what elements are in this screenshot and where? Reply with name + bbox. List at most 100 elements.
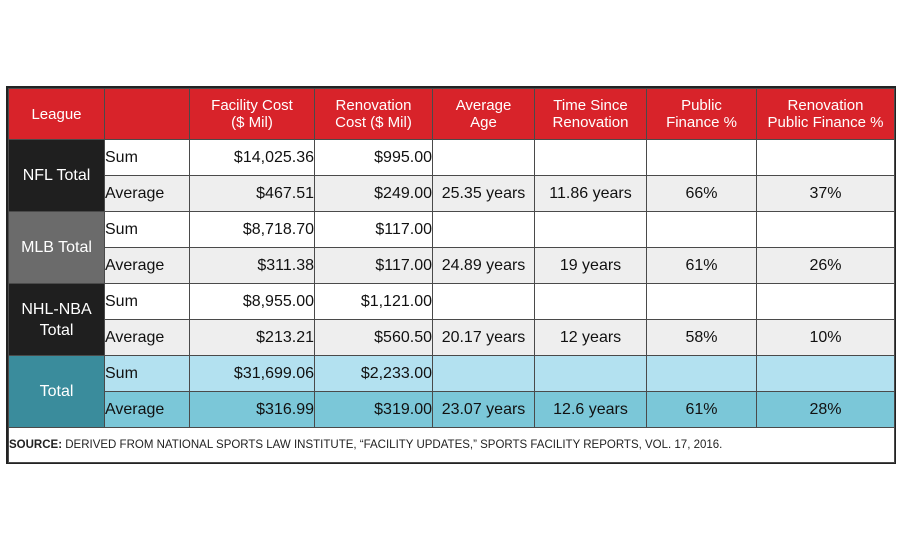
source-text: DERIVED FROM NATIONAL SPORTS LAW INSTITU… — [62, 439, 723, 451]
facility-cost-cell: $213.21 — [189, 319, 315, 356]
table-row: NHL-NBA Total Sum $8,955.00 $1,121.00 — [8, 283, 895, 356]
renovation-public-finance-cell — [756, 355, 895, 392]
time-since-cell: 11.86 years — [534, 175, 647, 212]
league-label-line2: Total — [39, 321, 74, 339]
renovation-cost-cell: $249.00 — [314, 175, 433, 212]
league-cell-mlb: MLB Total — [8, 211, 105, 284]
league-cell-total: Total — [8, 355, 105, 428]
public-finance-cell — [646, 355, 757, 392]
time-since-cell: 19 years — [534, 247, 647, 284]
facility-cost-cell: $316.99 — [189, 391, 315, 428]
source-note: SOURCE: DERIVED FROM NATIONAL SPORTS LAW… — [8, 427, 895, 463]
public-finance-cell: 66% — [646, 175, 757, 212]
row-label: Average — [104, 319, 190, 356]
league-label-line1: NHL-NBA — [21, 300, 92, 318]
average-age-cell — [432, 139, 535, 176]
source-prefix: SOURCE: — [9, 439, 63, 451]
table-row: Average $311.38 $117.00 24.89 years 19 y… — [9, 247, 895, 284]
league-label: NFL Total — [22, 167, 91, 184]
header-renovation-cost-line2: Cost ($ Mil) — [335, 114, 412, 131]
renovation-cost-cell: $995.00 — [314, 139, 433, 176]
facility-cost-cell: $31,699.06 — [189, 355, 315, 392]
header-average-age-line1: Average — [455, 97, 512, 114]
header-facility-cost-line1: Facility Cost — [211, 97, 293, 114]
row-label: Sum — [104, 139, 190, 176]
league-label: Total — [39, 383, 74, 400]
average-age-cell: 20.17 years — [432, 319, 535, 356]
renovation-public-finance-cell: 37% — [756, 175, 895, 212]
facility-cost-cell: $8,955.00 — [189, 283, 315, 320]
table-row: Average $213.21 $560.50 20.17 years 12 y… — [9, 319, 895, 356]
renovation-public-finance-cell — [756, 283, 895, 320]
league-cell-nfl: NFL Total — [8, 139, 105, 212]
header-average-age-line2: Age — [470, 114, 497, 131]
facility-cost-cell: $8,718.70 — [189, 211, 315, 248]
table-row: MLB Total Sum $8,718.70 $117.00 — [8, 211, 895, 284]
renovation-public-finance-cell: 28% — [756, 391, 895, 428]
table-row: NFL Total Sum $14,025.36 $995.00 — [8, 139, 895, 212]
time-since-cell: 12.6 years — [534, 391, 647, 428]
header-renovation-public-finance: Renovation Public Finance % — [756, 88, 895, 140]
header-blank — [104, 88, 190, 140]
facility-cost-table: League Facility Cost ($ Mil) Renovation Co… — [8, 88, 895, 463]
row-label: Sum — [104, 283, 190, 320]
league-label: MLB Total — [21, 239, 92, 256]
average-age-cell: 24.89 years — [432, 247, 535, 284]
average-age-cell: 23.07 years — [432, 391, 535, 428]
public-finance-cell — [646, 283, 757, 320]
league-cell-nhl-nba: NHL-NBA Total — [8, 283, 105, 356]
average-age-cell: 25.35 years — [432, 175, 535, 212]
average-age-cell — [432, 355, 535, 392]
source-row: SOURCE: DERIVED FROM NATIONAL SPORTS LAW… — [8, 427, 895, 463]
table-row: Average $467.51 $249.00 25.35 years 11.8… — [9, 175, 895, 212]
renovation-cost-cell: $117.00 — [314, 211, 433, 248]
renovation-cost-cell: $560.50 — [314, 319, 433, 356]
row-label: Average — [104, 175, 190, 212]
row-label: Sum — [104, 355, 190, 392]
header-time-since-line2: Renovation — [552, 114, 629, 131]
renovation-public-finance-cell — [756, 139, 895, 176]
renovation-cost-cell: $117.00 — [314, 247, 433, 284]
header-time-since-line1: Time Since — [553, 97, 628, 114]
header-facility-cost-line2: ($ Mil) — [231, 114, 273, 131]
public-finance-cell — [646, 211, 757, 248]
header-public-finance-line1: Public — [681, 97, 722, 114]
time-since-cell — [534, 283, 647, 320]
time-since-cell — [534, 139, 647, 176]
renovation-public-finance-cell: 26% — [756, 247, 895, 284]
facility-cost-cell: $467.51 — [189, 175, 315, 212]
header-league: League — [8, 88, 105, 140]
header-time-since: Time Since Renovation — [534, 88, 647, 140]
public-finance-cell: 61% — [646, 247, 757, 284]
public-finance-cell — [646, 139, 757, 176]
renovation-cost-cell: $2,233.00 — [314, 355, 433, 392]
renovation-cost-cell: $319.00 — [314, 391, 433, 428]
time-since-cell — [534, 355, 647, 392]
header-renovation-public-finance-line2: Public Finance % — [767, 114, 884, 131]
header-public-finance: Public Finance % — [646, 88, 757, 140]
table-row: Average $316.99 $319.00 23.07 years 12.6… — [9, 391, 895, 428]
table-row: Total Sum $31,699.06 $2,233.00 — [8, 355, 895, 428]
row-label: Sum — [104, 211, 190, 248]
header-average-age: Average Age — [432, 88, 535, 140]
row-label: Average — [104, 391, 190, 428]
average-age-cell — [432, 211, 535, 248]
renovation-public-finance-cell: 10% — [756, 319, 895, 356]
time-since-cell — [534, 211, 647, 248]
renovation-cost-cell: $1,121.00 — [314, 283, 433, 320]
header-public-finance-line2: Finance % — [666, 114, 737, 131]
header-renovation-cost: Renovation Cost ($ Mil) — [314, 88, 433, 140]
renovation-public-finance-cell — [756, 211, 895, 248]
header-league-label: League — [31, 105, 82, 123]
facility-cost-cell: $14,025.36 — [189, 139, 315, 176]
header-renovation-cost-line1: Renovation — [335, 97, 412, 114]
public-finance-cell: 58% — [646, 319, 757, 356]
time-since-cell: 12 years — [534, 319, 647, 356]
header-row: League Facility Cost ($ Mil) Renovation Co… — [8, 88, 895, 140]
average-age-cell — [432, 283, 535, 320]
public-finance-cell: 61% — [646, 391, 757, 428]
facility-cost-cell: $311.38 — [189, 247, 315, 284]
header-renovation-public-finance-line1: Renovation — [787, 97, 864, 114]
row-label: Average — [104, 247, 190, 284]
header-facility-cost: Facility Cost ($ Mil) — [189, 88, 315, 140]
